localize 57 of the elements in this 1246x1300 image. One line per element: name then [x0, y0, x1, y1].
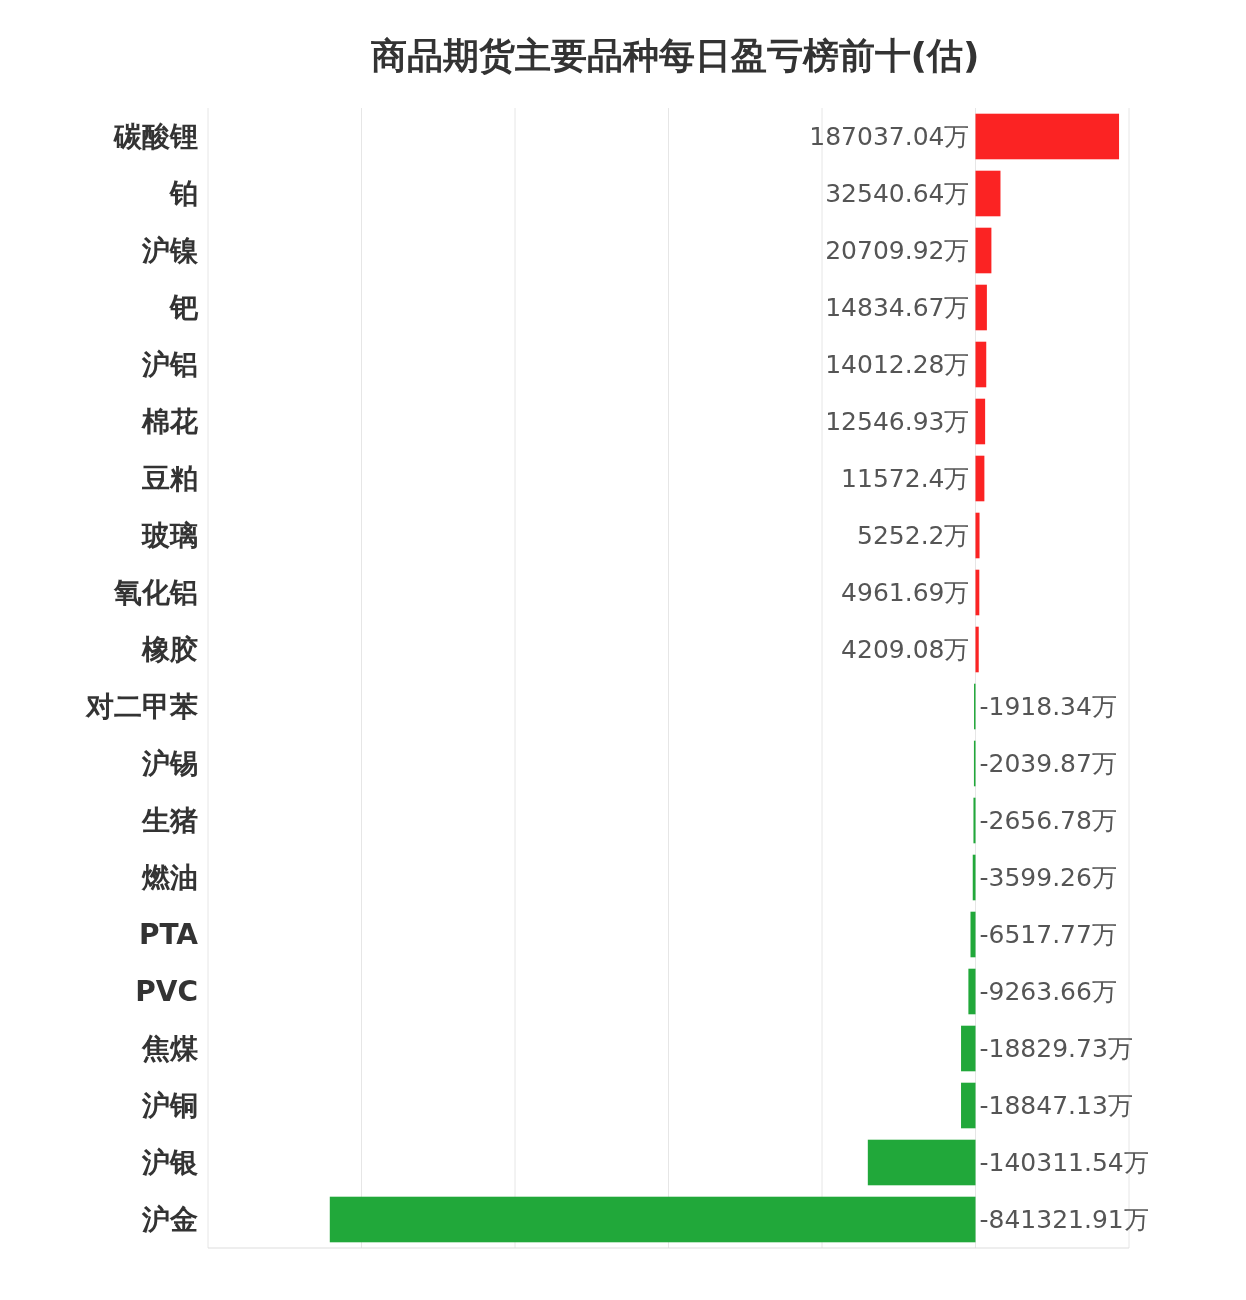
data-label: 12546.93万	[825, 407, 970, 437]
data-label: -1918.34万	[979, 692, 1117, 722]
bar	[329, 1196, 976, 1243]
bar	[961, 1082, 976, 1129]
data-label: -841321.91万	[979, 1205, 1149, 1235]
bar	[961, 1025, 976, 1072]
bar	[867, 1139, 976, 1186]
bar	[975, 284, 987, 331]
bar	[970, 911, 976, 958]
data-label: -140311.54万	[979, 1148, 1149, 1178]
data-label: 4961.69万	[841, 578, 970, 608]
data-label: 20709.92万	[825, 236, 970, 266]
y-tick-label: 玻璃	[141, 519, 198, 553]
y-tick-label: 沪锡	[141, 747, 198, 781]
data-label: -2039.87万	[979, 749, 1117, 779]
bar	[968, 968, 976, 1015]
y-tick-label: 碳酸锂	[113, 120, 198, 154]
y-tick-label: 橡胶	[141, 633, 198, 667]
bar	[975, 341, 987, 388]
data-label: 4209.08万	[841, 635, 970, 665]
y-tick-label: 沪铜	[141, 1089, 198, 1123]
y-tick-label: 氧化铝	[113, 576, 198, 610]
data-label: -18829.73万	[979, 1034, 1133, 1064]
y-tick-label: 燃油	[141, 861, 198, 895]
y-tick-label: 沪铝	[141, 348, 198, 382]
data-label: 5252.2万	[857, 521, 970, 551]
data-label: 187037.04万	[809, 122, 970, 152]
y-tick-label: 铂	[169, 177, 198, 211]
y-tick-label: 棉花	[141, 405, 198, 439]
data-label: 32540.64万	[825, 179, 970, 209]
data-label: 11572.4万	[841, 464, 970, 494]
data-label: 14012.28万	[825, 350, 970, 380]
y-tick-label: 生猪	[141, 804, 198, 838]
y-tick-label: 钯	[169, 291, 199, 325]
bar	[975, 170, 1001, 217]
data-label: -18847.13万	[979, 1091, 1133, 1121]
bar	[973, 797, 976, 844]
y-tick-label: PTA	[138, 918, 199, 952]
y-tick-label: 沪镍	[141, 234, 199, 268]
y-tick-label: 对二甲苯	[85, 690, 198, 724]
y-tick-label: 焦煤	[141, 1032, 199, 1066]
bar	[975, 227, 992, 274]
bar	[975, 113, 1120, 160]
data-label: -2656.78万	[979, 806, 1117, 836]
data-label: -6517.77万	[979, 920, 1117, 950]
bar	[975, 512, 980, 559]
bar	[975, 398, 986, 445]
y-tick-label: 豆粕	[141, 462, 198, 496]
y-tick-label: 沪金	[141, 1203, 198, 1237]
y-tick-label: PVC	[135, 975, 198, 1009]
bar	[975, 626, 979, 673]
bar	[972, 854, 976, 901]
chart-title: 商品期货主要品种每日盈亏榜前十(估)	[370, 35, 980, 76]
y-tick-label: 沪银	[141, 1146, 198, 1180]
data-label: -3599.26万	[979, 863, 1117, 893]
data-label: 14834.67万	[825, 293, 970, 323]
data-label: -9263.66万	[979, 977, 1117, 1007]
